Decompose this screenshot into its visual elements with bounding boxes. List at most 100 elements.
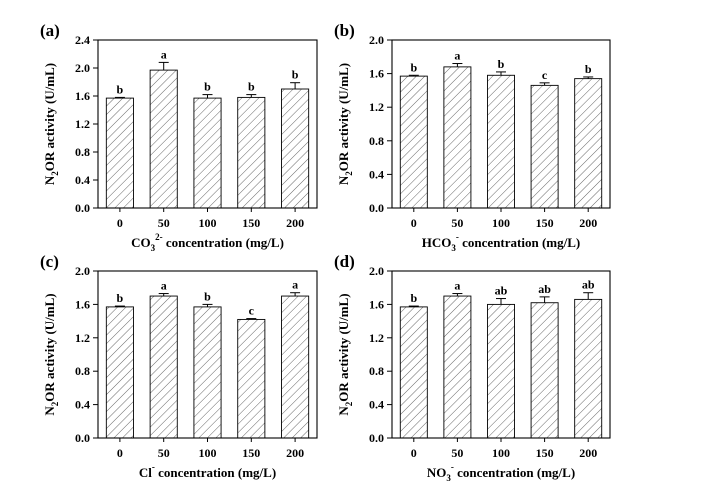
y-tick-label: 0.0 [369, 201, 384, 215]
x-tick-label: 200 [286, 446, 304, 460]
significance-label: ab [582, 278, 595, 292]
bar [443, 295, 472, 439]
bar [193, 306, 222, 439]
bar [487, 74, 515, 209]
bar [399, 75, 428, 209]
significance-label: b [248, 80, 255, 94]
bar [281, 88, 310, 209]
significance-label: b [498, 57, 505, 71]
y-tick-label: 0.8 [369, 134, 384, 148]
bar [399, 306, 428, 439]
y-axis-label: N2OR activity (U/mL) [42, 63, 60, 185]
x-tick-label: 100 [199, 216, 217, 230]
significance-label: b [410, 60, 417, 74]
bar [574, 78, 603, 209]
y-tick-label: 2.4 [75, 33, 90, 47]
x-tick-label: 0 [117, 216, 123, 230]
error-bar [583, 292, 594, 300]
y-axis-label: N2OR activity (U/mL) [336, 293, 354, 415]
x-tick-label: 200 [579, 446, 597, 460]
y-tick-label: 1.2 [369, 100, 384, 114]
error-bar [452, 63, 463, 67]
panel-label: (a) [40, 21, 60, 40]
bar [281, 295, 310, 439]
x-tick-label: 200 [579, 216, 597, 230]
error-bar [246, 318, 257, 320]
bar [530, 84, 559, 209]
y-tick-label: 1.2 [75, 117, 90, 131]
bar [105, 97, 134, 209]
bar [193, 97, 222, 209]
significance-label: b [117, 291, 124, 305]
y-tick-label: 0.0 [369, 431, 384, 445]
error-bar [290, 82, 301, 89]
x-tick-label: 0 [411, 216, 417, 230]
y-tick-label: 2.0 [369, 33, 384, 47]
x-axis-label: NO3- concentration (mg/L) [427, 462, 575, 483]
x-axis-label: HCO3- concentration (mg/L) [422, 232, 580, 253]
error-bar [114, 96, 125, 99]
y-tick-label: 1.2 [75, 331, 90, 345]
y-tick-label: 1.6 [369, 297, 384, 311]
error-bar [539, 82, 550, 86]
bar [149, 295, 178, 439]
y-tick-label: 0.4 [369, 398, 384, 412]
error-bar [158, 293, 169, 297]
y-tick-label: 0.8 [75, 364, 90, 378]
y-tick-label: 1.6 [369, 67, 384, 81]
y-tick-label: 2.0 [369, 264, 384, 278]
bar [149, 69, 178, 209]
panel-1: (a) b 0 a 50 b 100 b 150 b 200 0.0 0.4 0.8 1.2 1.6 2.0 2.… [40, 21, 318, 253]
y-tick-label: 1.2 [369, 331, 384, 345]
y-tick-label: 0.4 [75, 173, 90, 187]
significance-label: b [117, 82, 124, 96]
x-tick-label: 0 [117, 446, 123, 460]
panel-3: (c) b 0 a 50 b 100 c 150 a 200 0.0 0.4 0.8 1.2 1.6 2.0 Cl… [40, 252, 318, 480]
significance-label: ab [495, 284, 508, 298]
axes-frame [391, 39, 611, 209]
bar [487, 303, 515, 439]
x-tick-label: 100 [199, 446, 217, 460]
y-tick-label: 1.6 [75, 89, 90, 103]
x-tick-label: 150 [536, 216, 554, 230]
significance-label: b [410, 291, 417, 305]
significance-label: a [161, 47, 167, 61]
panel-label: (c) [40, 252, 59, 271]
error-bar [158, 61, 169, 71]
y-axis-label: N2OR activity (U/mL) [336, 63, 354, 185]
y-tick-label: 1.6 [75, 297, 90, 311]
error-bar [202, 303, 213, 307]
bar [237, 318, 266, 439]
panel-label: (b) [334, 21, 355, 40]
error-bar [539, 296, 550, 303]
error-bar [408, 74, 419, 77]
error-bar [496, 71, 506, 76]
y-tick-label: 0.8 [369, 364, 384, 378]
x-tick-label: 200 [286, 216, 304, 230]
significance-label: a [454, 49, 460, 63]
x-tick-label: 150 [536, 446, 554, 460]
panel-4: (d) b 0 a 50 ab 100 ab 150 ab 200 0.0 0.4 0.8 1.2 1.6 2.… [334, 252, 611, 483]
bar [443, 66, 472, 209]
axes-frame [97, 270, 318, 439]
axes-frame [391, 270, 611, 439]
y-tick-label: 0.0 [75, 201, 90, 215]
x-tick-label: 0 [411, 446, 417, 460]
significance-label: b [292, 68, 299, 82]
significance-label: b [204, 289, 211, 303]
error-bar [246, 94, 257, 98]
x-axis-label: Cl- concentration (mg/L) [139, 462, 276, 480]
significance-label: b [585, 62, 592, 76]
error-bar [408, 305, 419, 307]
y-axis-label: N2OR activity (U/mL) [42, 293, 60, 415]
significance-label: b [204, 80, 211, 94]
error-bar [452, 293, 463, 297]
x-tick-label: 50 [451, 446, 463, 460]
x-tick-label: 50 [451, 216, 463, 230]
y-tick-label: 0.0 [75, 431, 90, 445]
significance-label: c [249, 304, 255, 318]
x-tick-label: 50 [158, 216, 170, 230]
significance-label: a [292, 278, 298, 292]
x-tick-label: 150 [242, 216, 260, 230]
